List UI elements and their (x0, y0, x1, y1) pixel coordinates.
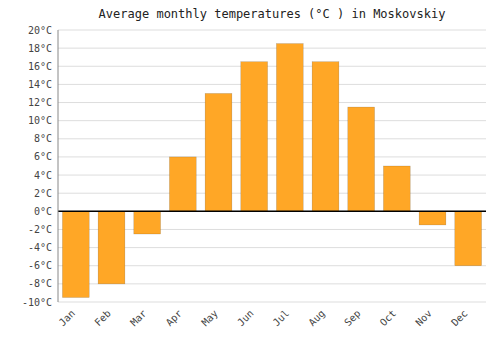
y-tick-label: 12°C (28, 97, 52, 108)
x-tick-label: Jun (235, 308, 256, 329)
y-tick-label: -6°C (28, 260, 52, 271)
x-tick-label: Sep (342, 308, 363, 329)
y-tick-label: 16°C (28, 61, 52, 72)
x-tick-label: Oct (378, 308, 399, 329)
y-tick-label: 14°C (28, 79, 52, 90)
bar (348, 107, 375, 211)
bar (455, 211, 482, 265)
y-tick-label: -4°C (28, 242, 52, 253)
x-tick-label: May (199, 308, 220, 329)
grid-line (58, 302, 486, 303)
bar (383, 166, 410, 211)
x-tick-label: Mar (128, 308, 149, 329)
grid-line (58, 193, 486, 194)
bar (169, 157, 196, 211)
bar (241, 62, 268, 212)
y-tick-label: -10°C (22, 297, 52, 308)
y-tick-label: 6°C (34, 151, 52, 162)
y-tick-label: 2°C (34, 188, 52, 199)
y-tick-label: -2°C (28, 224, 52, 235)
x-tick-label: Jan (57, 308, 78, 329)
bar (419, 211, 446, 225)
y-tick-label: 18°C (28, 43, 52, 54)
grid-line (58, 120, 486, 121)
bar (134, 211, 161, 234)
x-tick-label: Aug (306, 308, 327, 329)
grid (58, 30, 486, 302)
grid-line (58, 84, 486, 85)
grid-line (58, 66, 486, 67)
y-axis-line (58, 30, 59, 302)
x-tick-label: Jul (271, 308, 292, 329)
bar (62, 211, 89, 297)
y-tick-label: 20°C (28, 25, 52, 36)
bars (62, 44, 481, 298)
bar (276, 44, 303, 212)
y-tick-label: -8°C (28, 278, 52, 289)
grid-line (58, 48, 486, 49)
grid-line (58, 138, 486, 139)
y-tick-label: 4°C (34, 170, 52, 181)
y-tick-label: 0°C (34, 206, 52, 217)
x-tick-label: Apr (164, 308, 185, 329)
y-tick-label: 8°C (34, 133, 52, 144)
bar (312, 62, 339, 212)
grid-line (58, 30, 486, 31)
grid-line (58, 211, 486, 212)
x-tick-label: Feb (92, 308, 113, 329)
y-tick-label: 10°C (28, 115, 52, 126)
grid-line (58, 102, 486, 103)
grid-line (58, 156, 486, 157)
x-tick-label: Dec (449, 308, 470, 329)
zero-line (58, 211, 486, 213)
chart: Average monthly temperatures (°C ) in Mo… (0, 0, 500, 350)
bar (98, 211, 125, 284)
title: Average monthly temperatures (°C ) in Mo… (99, 7, 446, 21)
x-tick-label: Nov (413, 308, 434, 329)
grid-line (58, 175, 486, 176)
bar (205, 93, 232, 211)
